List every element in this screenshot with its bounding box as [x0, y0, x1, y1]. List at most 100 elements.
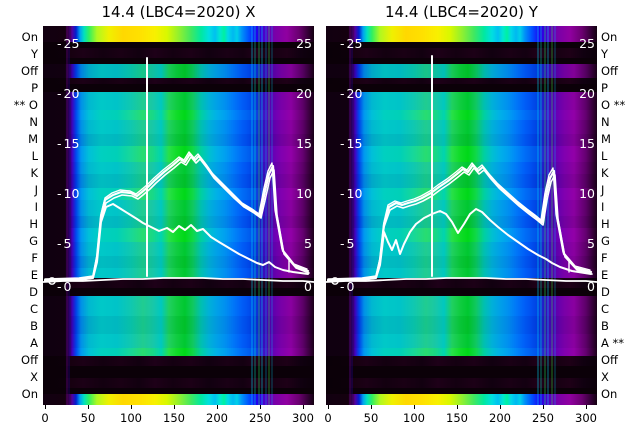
row-label-right-20: X	[601, 370, 609, 384]
heatmap-row-x-7	[43, 92, 314, 110]
ytick-y-left-1: -20	[340, 86, 363, 101]
heatmap-row-y-2	[326, 48, 597, 58]
xtick-mark-x-0	[45, 405, 46, 409]
row-label-right-0: On	[601, 30, 618, 44]
heatmap-row-x-24	[43, 316, 314, 334]
xtick-label-y-3: 150	[446, 411, 468, 425]
ytick-inner-left-y: -25 -20 -15 -10 -5 -0	[340, 26, 380, 405]
ytick-y-left-0: -25	[340, 36, 363, 51]
row-label-right-12: G	[601, 234, 610, 248]
heatmap-row-y-25	[326, 334, 597, 348]
row-label-left-11: H	[29, 217, 38, 231]
xtick-mark-y-4	[500, 405, 501, 409]
ytick-x-left-2: -15	[57, 136, 80, 151]
heatmap-row-x-3	[43, 58, 314, 64]
ytick-x-right-3: 10	[296, 186, 312, 201]
ytick-y-left-5: -0	[340, 279, 355, 294]
ytick-y-left-2: -15	[340, 136, 363, 151]
xtick-mark-x-6	[303, 405, 304, 409]
xtick-mark-x-2	[131, 405, 132, 409]
xtick-label-x-2: 100	[120, 411, 142, 425]
ytick-x-right-5: 0	[304, 279, 312, 294]
heatmap-row-y-1	[326, 42, 597, 48]
heatmap-row-x-5	[43, 78, 314, 84]
row-label-left-1: Y	[30, 47, 38, 61]
row-label-left-7: L	[31, 149, 38, 163]
heatmap-row-x-6	[43, 84, 314, 92]
ytick-x-right-0: 25	[296, 36, 312, 51]
row-label-right-9: J	[601, 183, 605, 197]
row-label-left-21: On	[21, 387, 38, 401]
row-label-right-1: Y	[601, 47, 609, 61]
heatmap-row-y-22	[326, 288, 597, 296]
row-label-right-21: On	[601, 387, 618, 401]
heatmap-row-y-11	[326, 146, 597, 162]
ytick-x-right-1: 20	[296, 86, 312, 101]
heatmap-row-y-30	[326, 388, 597, 394]
xtick-label-y-2: 100	[403, 411, 425, 425]
row-label-left-6: M	[28, 132, 38, 146]
row-label-right-14: E	[601, 268, 609, 282]
ytick-y-right-5: 0	[587, 279, 595, 294]
heatmap-row-y-0	[326, 26, 597, 42]
panel-title-x: 14.4 (LBC4=2020) X	[101, 3, 256, 21]
heatmap-row-y-3	[326, 58, 597, 64]
heatmap-row-x-29	[43, 378, 314, 388]
xtick-label-x-6: 300	[292, 411, 314, 425]
heatmap-row-y-23	[326, 296, 597, 316]
xtick-mark-y-3	[457, 405, 458, 409]
row-label-left-14: E	[30, 268, 38, 282]
row-label-left-16: C	[29, 302, 38, 316]
heatmap-row-x-4	[43, 64, 314, 78]
row-label-left-8: K	[30, 166, 38, 180]
xtick-label-x-0: 0	[41, 411, 49, 425]
heatmap-panel-y[interactable]: -25 -20 -15 -10 -5 -0 25 20 15 10 5 0	[326, 26, 597, 405]
xtick-label-x-3: 150	[163, 411, 185, 425]
row-label-left-2: Off	[21, 64, 38, 78]
row-label-left-13: F	[31, 251, 38, 265]
ytick-x-left-0: -25	[57, 36, 80, 51]
ytick-x-left-3: -10	[57, 186, 80, 201]
xtick-label-x-1: 50	[80, 411, 96, 425]
ytick-y-right-0: 25	[579, 36, 595, 51]
heatmap-row-y-4	[326, 64, 597, 78]
row-label-left-19: Off	[21, 353, 38, 367]
heatmap-row-x-9	[43, 120, 314, 134]
ytick-inner-right-x: 25 20 15 10 5 0	[272, 26, 312, 405]
row-label-left-9: J	[34, 183, 38, 197]
row-label-left-18: A	[30, 336, 38, 350]
heatmap-row-y-28	[326, 366, 597, 378]
heatmap-row-x-28	[43, 366, 314, 378]
xtick-label-x-5: 250	[249, 411, 271, 425]
heatmap-row-x-21	[43, 278, 314, 288]
x-axis-right: 0 50 100 150 200 250 300	[324, 405, 597, 437]
heatmap-panel-x[interactable]: -25 -20 -15 -10 -5 -0 25 20 15 10 5 0	[43, 26, 314, 405]
heatmap-row-y-10	[326, 134, 597, 146]
heatmap-row-x-22	[43, 288, 314, 296]
xtick-label-y-5: 250	[532, 411, 554, 425]
heatmap-row-y-29	[326, 378, 597, 388]
row-label-right-18: A **	[601, 336, 625, 350]
heatmap-row-x-30	[43, 388, 314, 394]
heatmap-row-x-23	[43, 296, 314, 316]
heatmap-row-y-7	[326, 92, 597, 110]
ytick-y-right-1: 20	[579, 86, 595, 101]
xtick-mark-y-5	[543, 405, 544, 409]
row-label-right-13: F	[601, 251, 608, 265]
row-label-left-4: ** O	[13, 98, 38, 112]
heatmap-row-x-31	[43, 394, 314, 405]
heatmap-row-x-0	[43, 26, 314, 42]
heatmap-row-x-8	[43, 110, 314, 120]
heatmap-row-y-6	[326, 84, 597, 92]
heatmap-row-y-9	[326, 120, 597, 134]
xtick-mark-x-4	[217, 405, 218, 409]
heatmap-row-x-2	[43, 48, 314, 58]
row-label-right-8: K	[601, 166, 609, 180]
xtick-mark-y-6	[586, 405, 587, 409]
heatmap-row-y-26	[326, 348, 597, 356]
row-label-right-11: H	[601, 217, 610, 231]
row-label-left-0: On	[21, 30, 38, 44]
row-label-right-15: D	[601, 285, 610, 299]
heatmap-row-x-25	[43, 334, 314, 348]
